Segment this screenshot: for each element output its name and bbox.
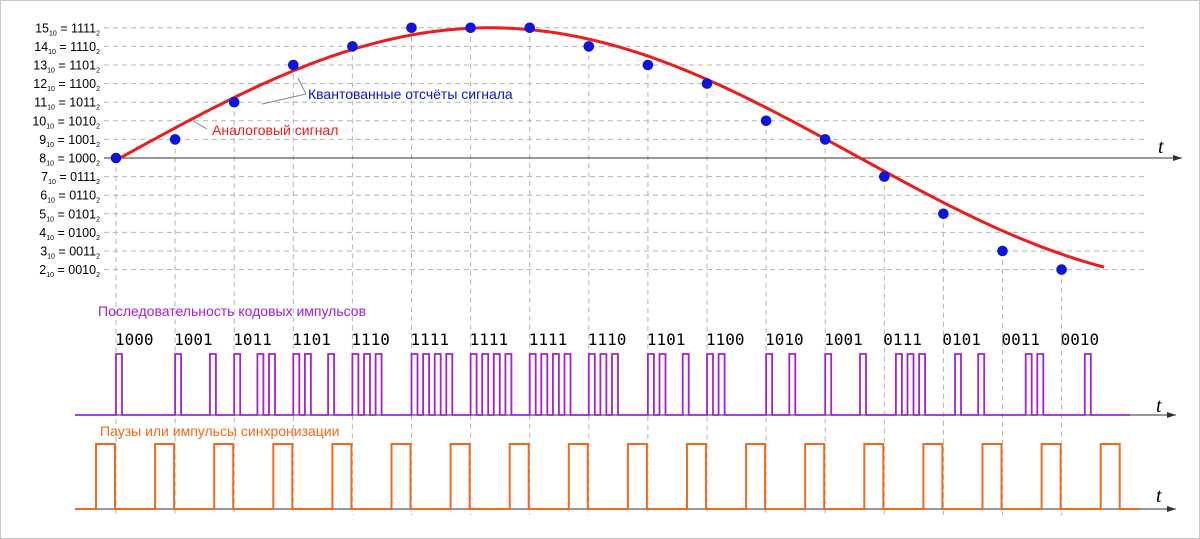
level-label: 710 = 01112 [41,170,100,186]
code-word: 1100 [706,330,745,349]
level-label: 310 = 00112 [40,245,100,261]
sample-point [288,59,299,71]
code-word: 1001 [174,330,213,349]
code-word: 1111 [411,330,450,349]
level-label: 810 = 10002 [39,152,100,168]
sample-point [583,41,595,52]
code-word: 1111 [470,330,509,349]
time-axis-label-bottom: t [1156,485,1162,507]
level-label: 1110 = 10112 [34,96,100,112]
level-label: 610 = 01102 [40,189,100,205]
samples-leader-1 [261,93,307,105]
code-word: 1001 [824,330,863,349]
level-label: 510 = 01012 [39,207,100,223]
time-axis-label-top: t [1158,136,1164,158]
sync-pulses-label: Паузы или импульсы синхронизации [100,423,339,439]
time-axis-mid-arrowhead [1167,412,1176,418]
analog-signal-curve [115,26,1105,269]
time-axis-label-mid: t [1156,395,1162,417]
level-label: 410 = 01002 [39,226,100,242]
analog-leader [192,120,208,130]
grid-lines [104,27,1145,515]
sample-point [1056,264,1067,275]
level-label: 1310 = 11012 [33,59,100,75]
sample-point [642,59,654,71]
level-label: 210 = 00102 [39,263,100,279]
code-word: 0011 [1002,330,1041,349]
analog-signal-label: Аналоговый сигнал [212,122,338,138]
level-label: 1210 = 11002 [33,77,100,93]
time-axis-bottom-arrowhead [1167,506,1176,512]
code-word: 0111 [883,330,922,349]
sample-point [997,245,1008,257]
level-label: 1010 = 10102 [32,114,100,130]
sample-point [938,208,949,220]
quantized-samples-label: Квантованные отсчёты сигнала [308,86,513,102]
code-word: 1111 [529,330,568,349]
sync-pulse-train [75,443,1140,510]
sample-point [169,134,181,145]
code-word: 1110 [588,330,627,349]
samples-leader-2 [297,77,307,95]
code-words: 1000 1001 1011 1101 1110 1111 1111 1111 1110 1101… [115,330,1099,349]
sample-point [879,171,890,182]
sample-point [465,22,476,34]
sample-point [524,22,535,34]
level-label: 1510 = 11112 [35,21,100,37]
sample-point [347,41,358,52]
code-word: 1011 [233,330,272,349]
code-word: 0010 [1061,330,1100,349]
code-pulse-train [75,353,1130,416]
code-word: 0101 [942,330,981,349]
quantized-samples [110,22,1067,275]
code-word: 1101 [647,330,686,349]
sample-point [701,78,713,89]
code-word: 1000 [115,330,154,349]
level-label: 1410 = 11102 [34,40,100,56]
sample-point [760,115,772,127]
code-word: 1010 [765,330,804,349]
sample-point [406,22,417,34]
sample-point [819,134,831,145]
sample-point [110,152,122,164]
time-axis-top-arrowhead [1173,155,1182,161]
code-sequence-label: Последовательность кодовых импульсов [98,303,366,319]
sample-point [228,96,240,108]
level-labels: 1510 = 11112 1410 = 11102 1310 = 11012 1210… [32,21,100,279]
level-label: 910 = 10012 [39,133,100,149]
code-word: 1110 [351,330,390,349]
code-word: 1101 [292,330,331,349]
